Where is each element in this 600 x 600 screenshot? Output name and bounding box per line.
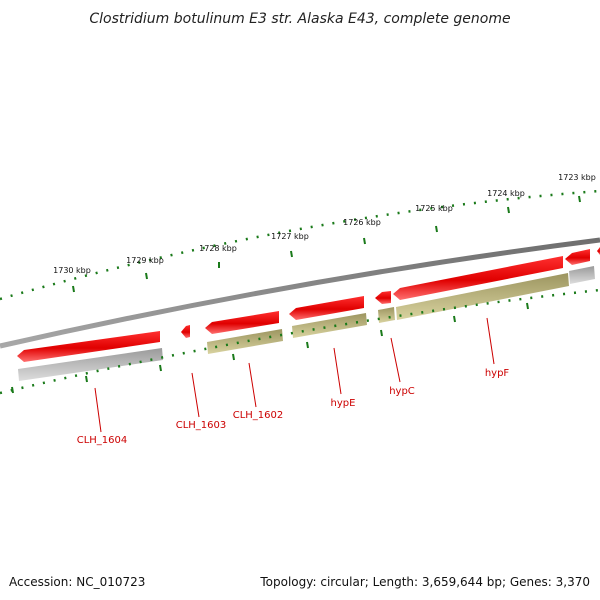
outer-tick [578,195,581,203]
outer-tick [363,237,366,245]
gene-label-hypc: hypC [389,386,415,397]
gene-label-clh-1603: CLH_1603 [176,420,227,431]
gene-arrow-hype [289,296,364,320]
genome-summary-text: Topology: circular; Length: 3,659,644 bp… [259,575,590,589]
inner-tick [85,375,88,383]
outer-tick [435,225,438,233]
inner-tick [11,386,14,394]
cds-features [18,266,595,381]
outer-tick [290,250,293,258]
gene-arrow-clh-1603 [181,325,190,338]
gene-label-hype: hypE [331,398,356,409]
outer-tick [507,206,510,214]
gene-label-leaders [94,317,495,433]
scale-ring-outer [0,189,600,301]
cds-block-clh-1604 [18,348,163,381]
forward-genes [17,247,600,362]
leader-hype [333,347,342,395]
outer-tick [72,285,75,293]
outer-tick [145,272,148,280]
gene-label-hypf: hypF [485,368,510,379]
gene-arrow-hypf [393,256,563,300]
cds-block-hypf [396,273,569,320]
outer-major-ticks [72,195,581,293]
inner-major-ticks [11,302,529,394]
leader-clh-1603 [191,372,200,418]
scale-tick-label: 1726 kbp [343,218,381,227]
gene-label-clh-1602: CLH_1602 [233,410,284,421]
scale-tick-label: 1724 kbp [487,189,525,198]
inner-tick [159,364,162,372]
leader-clh-1602 [248,362,257,408]
scale-tick-label: 1725 kbp [415,204,453,213]
cds-block-clh-1602 [207,329,283,354]
gene-arrow-clh-1604 [17,331,160,362]
gene-label-clh-1604: CLH_1604 [77,435,128,446]
leader-hypc [390,337,401,383]
gene-arrow-upstream [565,249,590,265]
genome-backbone [0,237,600,349]
inner-tick [232,353,235,361]
gene-arrow-hypc [375,291,391,304]
inner-tick [526,302,529,310]
scale-tick-labels: 1730 kbp 1729 kbp 1728 kbp 1727 kbp 1726… [53,173,596,275]
scale-tick-label: 1729 kbp [126,256,164,265]
inner-tick [306,341,309,349]
cds-block-hype [292,313,367,338]
gene-arrow-edge [597,247,600,255]
gene-arrow-clh-1602 [205,311,279,334]
scale-tick-label: 1723 kbp [558,173,596,182]
cds-block-upstream [569,266,595,284]
scale-tick-label: 1728 kbp [199,244,237,253]
map-title: Clostridium botulinum E3 str. Alaska E43… [89,11,510,27]
leader-hypf [486,317,495,365]
scale-tick-label: 1727 kbp [271,232,309,241]
inner-tick [453,315,456,323]
gene-labels: CLH_1604 CLH_1603 CLH_1602 hypE hypC hyp… [77,368,510,446]
cds-block-hypc [378,307,395,323]
scale-tick-label: 1730 kbp [53,266,91,275]
inner-tick [380,329,383,337]
leader-clh-1604 [94,387,102,433]
accession-text: Accession: NC_010723 [9,575,145,589]
